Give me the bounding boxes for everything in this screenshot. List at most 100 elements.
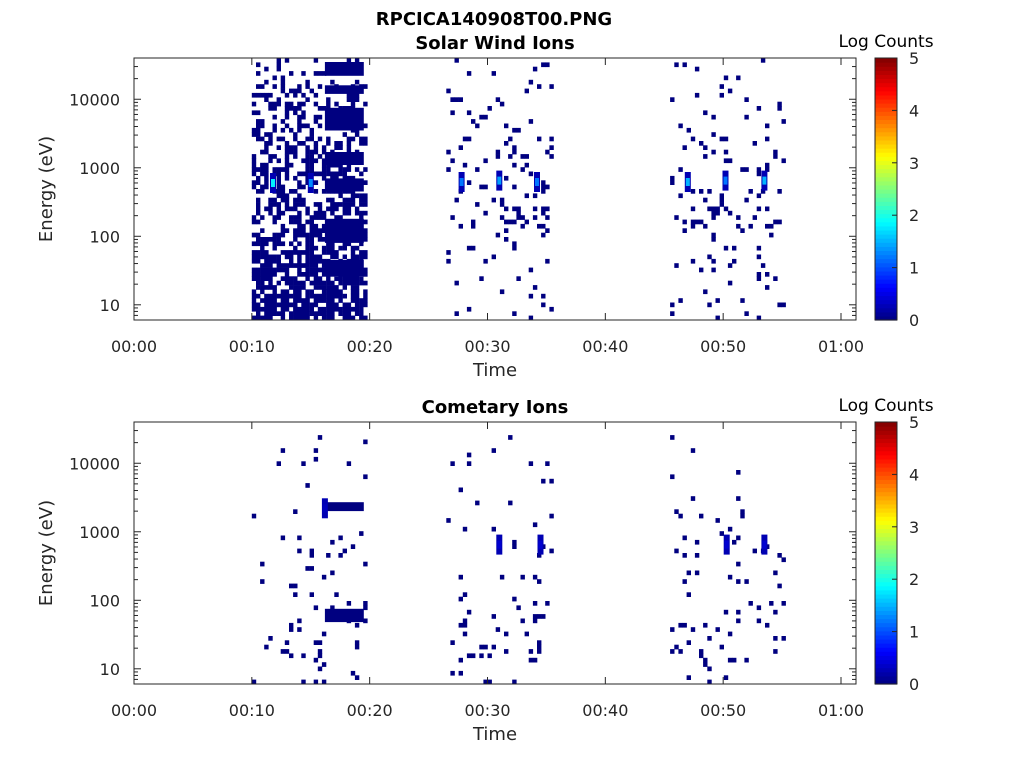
spectrogram-cell — [309, 306, 314, 312]
spectrogram-cell — [256, 206, 261, 212]
spectrogram-cell — [769, 232, 774, 238]
spectrogram-cell — [313, 119, 319, 124]
spectrogram-cell — [715, 298, 720, 303]
figure-title: RPCICA140908T00.PNG — [376, 9, 612, 30]
colorbar-tick-label: 4 — [909, 465, 919, 484]
spectrogram-cell — [289, 215, 294, 220]
spectrogram-cell — [354, 640, 360, 645]
spectrogram-cell — [516, 206, 521, 212]
spectrogram-cell — [537, 614, 542, 619]
spectrogram-cell — [284, 202, 290, 207]
spectrogram-cell — [765, 206, 770, 212]
spectrogram-cell — [305, 302, 310, 308]
spectrogram-cell — [446, 518, 451, 523]
spectrogram-cell — [313, 245, 319, 251]
spectrogram-cell — [549, 513, 554, 519]
spectrogram-cell — [363, 193, 368, 199]
spectrogram-cell — [330, 539, 335, 545]
spectrogram-cell — [699, 513, 704, 519]
colorbar-segment — [875, 152, 897, 157]
spectrogram-cell — [545, 62, 550, 68]
panel-1: 00:00 00:10 00:20 00:30 00:40 00:50 01:0010100… — [36, 32, 934, 381]
spectrogram-cell — [284, 302, 290, 308]
spectrogram-cell — [458, 574, 463, 580]
spectrogram-cell — [773, 154, 778, 159]
spectrogram-cell — [549, 145, 554, 150]
spectrogram-cell — [284, 175, 290, 181]
spectrogram-cell — [305, 97, 310, 102]
spectrogram-cell — [264, 306, 269, 312]
colorbar-segment — [875, 536, 897, 542]
peak-cell — [308, 179, 313, 187]
spectrogram-cell — [715, 210, 720, 216]
spectrogram-band — [324, 178, 364, 192]
spectrogram-cell — [354, 132, 360, 137]
spectrogram-cell — [678, 167, 683, 172]
spectrogram-cell — [549, 84, 554, 89]
spectrogram-cell — [330, 175, 335, 181]
spectrogram-cell — [309, 219, 314, 225]
spectrogram-cell — [313, 263, 319, 268]
spectrogram-cell — [326, 298, 331, 303]
colorbar-segment — [875, 107, 897, 112]
spectrogram-cell — [268, 202, 273, 207]
spectrogram-cell — [284, 289, 290, 295]
spectrogram-cell — [305, 267, 310, 273]
panel-title: Solar Wind Ions — [415, 33, 574, 54]
spectrogram-cell — [363, 250, 368, 255]
spectrogram-cell — [326, 245, 331, 251]
spectrogram-cell — [512, 206, 517, 212]
spectrogram-cell — [297, 123, 302, 129]
spectrogram-cell — [284, 206, 290, 212]
spectrogram-cell — [280, 293, 286, 299]
spectrogram-cell — [268, 141, 273, 146]
spectrogram-cell — [346, 136, 352, 142]
spectrogram-cell — [736, 609, 741, 615]
spectrogram-band — [324, 218, 364, 243]
spectrogram-cell — [495, 154, 501, 159]
spectrogram-cell — [264, 149, 269, 155]
spectrogram-cell — [276, 62, 281, 68]
spectrogram-cell — [272, 267, 277, 273]
spectrogram-cell — [703, 110, 708, 116]
spectrogram-cell — [483, 114, 488, 120]
spectrogram-cell — [260, 315, 265, 321]
spectrogram-cell — [752, 215, 757, 220]
spectrogram-cell — [338, 311, 343, 316]
spectrogram-cell — [256, 132, 261, 137]
spectrogram-cell — [541, 293, 546, 299]
spectrogram-cell — [305, 289, 310, 295]
spectrogram-cell — [326, 241, 331, 247]
colorbar-segment — [875, 283, 897, 288]
spectrogram-cell — [346, 97, 352, 102]
spectrogram-cell — [756, 276, 762, 281]
spectrogram-cell — [359, 193, 364, 199]
spectrogram-cell — [289, 254, 294, 260]
spectrogram-cell — [256, 127, 261, 133]
spectrogram-cell — [264, 285, 269, 290]
spectrogram-cell — [354, 644, 360, 650]
spectrogram-cell — [313, 149, 319, 155]
colorbar-segment — [875, 659, 897, 665]
colorbar-segment — [875, 422, 897, 427]
spectrogram-cell — [330, 245, 335, 251]
spectrogram-cell — [280, 197, 286, 203]
spectrogram-cell — [359, 215, 364, 220]
spectrogram-cell — [251, 267, 257, 273]
spectrogram-cell — [321, 171, 327, 177]
spectrogram-cell — [317, 237, 323, 242]
spectrogram-cell — [289, 106, 294, 111]
spectrogram-cell — [317, 306, 323, 312]
spectrogram-cell — [334, 289, 339, 295]
spectrogram-cell — [276, 175, 281, 181]
spectrogram-cell — [760, 263, 766, 268]
colorbar-segment — [875, 131, 897, 137]
spectrogram-cell — [260, 189, 265, 194]
colorbar-segment — [875, 111, 897, 116]
spectrogram-cell — [272, 197, 277, 203]
spectrogram-cell — [305, 84, 310, 89]
spectrogram-cell — [471, 653, 476, 659]
spectrogram-cell — [330, 197, 335, 203]
spectrogram-cell — [532, 206, 538, 212]
spectrogram-cell — [512, 145, 517, 150]
